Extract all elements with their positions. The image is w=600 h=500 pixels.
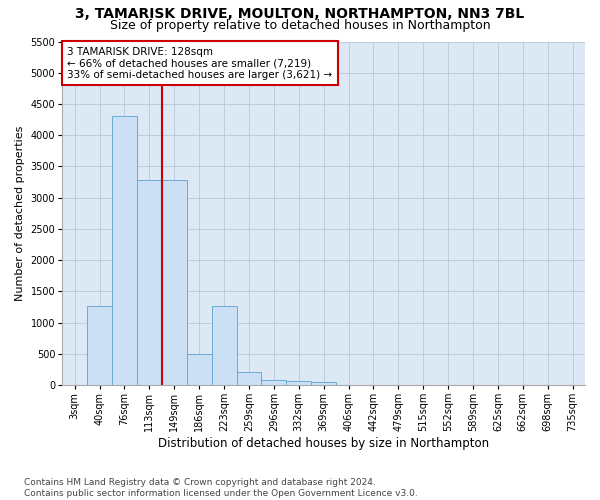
Bar	[236, 372, 262, 385]
Text: 3, TAMARISK DRIVE, MOULTON, NORTHAMPTON, NN3 7BL: 3, TAMARISK DRIVE, MOULTON, NORTHAMPTON,…	[76, 8, 524, 22]
Bar	[87, 306, 112, 385]
Text: Contains HM Land Registry data © Crown copyright and database right 2024.
Contai: Contains HM Land Registry data © Crown c…	[24, 478, 418, 498]
Bar	[311, 382, 336, 385]
Bar	[137, 180, 162, 385]
Bar	[187, 354, 212, 385]
X-axis label: Distribution of detached houses by size in Northampton: Distribution of detached houses by size …	[158, 437, 489, 450]
Bar	[112, 116, 137, 385]
Text: 3 TAMARISK DRIVE: 128sqm
← 66% of detached houses are smaller (7,219)
33% of sem: 3 TAMARISK DRIVE: 128sqm ← 66% of detach…	[67, 46, 332, 80]
Bar	[262, 380, 286, 385]
Bar	[212, 306, 236, 385]
Bar	[286, 382, 311, 385]
Text: Size of property relative to detached houses in Northampton: Size of property relative to detached ho…	[110, 19, 490, 32]
Bar	[162, 180, 187, 385]
Y-axis label: Number of detached properties: Number of detached properties	[15, 126, 25, 301]
